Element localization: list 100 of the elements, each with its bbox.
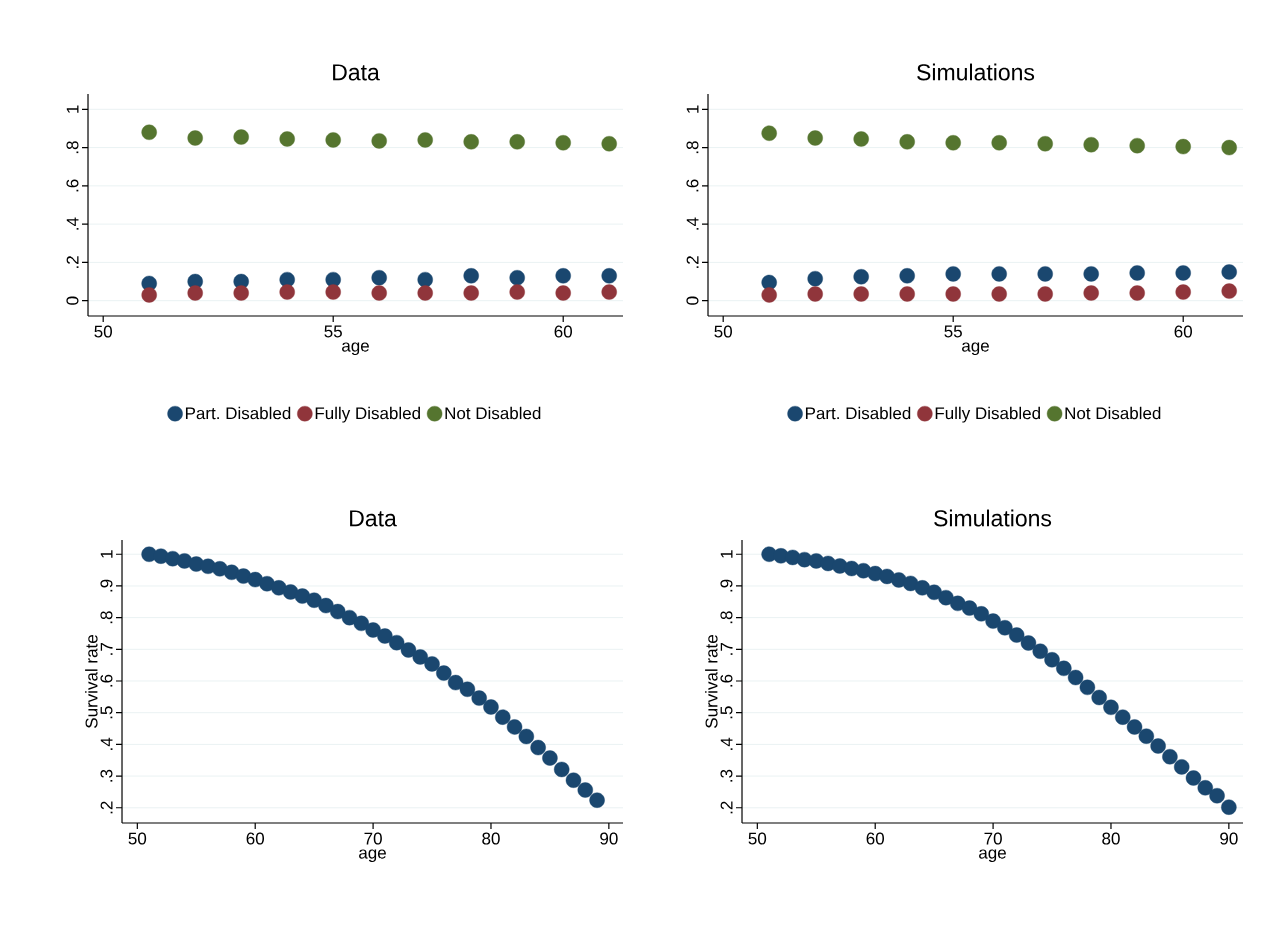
point bbox=[945, 286, 961, 302]
legend-label: Part. Disabled bbox=[805, 406, 911, 420]
point bbox=[325, 284, 341, 300]
point bbox=[377, 628, 393, 644]
point bbox=[1150, 738, 1166, 754]
y-tick-label: 1 bbox=[100, 550, 113, 558]
point bbox=[1221, 799, 1237, 815]
chart-title: Simulations bbox=[934, 509, 1052, 527]
point bbox=[518, 728, 535, 745]
point bbox=[371, 285, 387, 301]
point bbox=[1020, 635, 1037, 651]
point bbox=[899, 286, 915, 302]
point bbox=[279, 284, 295, 300]
y-tick-label: .9 bbox=[720, 579, 733, 592]
y-tick-label: .2 bbox=[720, 801, 733, 814]
point bbox=[1129, 285, 1145, 301]
point bbox=[1162, 749, 1178, 765]
point bbox=[1221, 283, 1237, 299]
point bbox=[1037, 266, 1053, 282]
point bbox=[555, 285, 571, 301]
point bbox=[509, 270, 525, 286]
point bbox=[417, 132, 433, 148]
point bbox=[565, 772, 582, 788]
point bbox=[424, 656, 440, 672]
point bbox=[1175, 138, 1191, 155]
point bbox=[1044, 652, 1060, 668]
point bbox=[554, 761, 570, 778]
x-axis-title: age bbox=[342, 342, 369, 356]
point bbox=[417, 271, 433, 288]
point bbox=[353, 615, 370, 632]
point bbox=[330, 603, 346, 620]
y-tick-label: 1 bbox=[686, 105, 699, 113]
point bbox=[997, 620, 1013, 636]
point bbox=[187, 285, 203, 301]
point bbox=[463, 268, 479, 284]
point bbox=[899, 268, 915, 284]
legend-label: Fully Disabled bbox=[315, 406, 420, 423]
point bbox=[1083, 285, 1099, 301]
y-tick-label: 1 bbox=[720, 550, 733, 558]
x-tick-label: 50 bbox=[748, 832, 767, 845]
point bbox=[961, 600, 978, 616]
point bbox=[233, 285, 249, 301]
point bbox=[1221, 139, 1237, 156]
point bbox=[1138, 728, 1155, 744]
x-tick-label: 90 bbox=[1220, 832, 1238, 845]
y-tick-label: .9 bbox=[100, 579, 113, 592]
y-tick-label: .4 bbox=[720, 737, 733, 750]
point bbox=[212, 561, 228, 577]
chart-title: Simulations bbox=[917, 63, 1035, 81]
point bbox=[555, 135, 571, 151]
point bbox=[1067, 669, 1084, 686]
x-tick-label: 80 bbox=[482, 832, 500, 845]
y-tick-label: .6 bbox=[720, 674, 733, 687]
point bbox=[577, 782, 593, 798]
y-axis-title: Survival rate bbox=[85, 635, 98, 728]
point bbox=[1126, 719, 1143, 735]
x-tick-label: 50 bbox=[714, 325, 732, 338]
x-tick-label: 60 bbox=[246, 832, 265, 845]
point bbox=[509, 134, 525, 150]
y-tick-label: .4 bbox=[100, 737, 113, 750]
point bbox=[1221, 264, 1237, 280]
legend-label: Fully Disabled bbox=[935, 406, 1040, 423]
point bbox=[1056, 660, 1072, 677]
chart-title: Data bbox=[333, 64, 380, 81]
x-tick-label: 70 bbox=[364, 832, 382, 845]
y-tick-label: .6 bbox=[66, 179, 79, 192]
point bbox=[1129, 265, 1145, 281]
point bbox=[459, 681, 476, 697]
y-tick-label: .8 bbox=[66, 141, 79, 154]
point bbox=[1175, 265, 1191, 281]
y-tick-label: 0 bbox=[66, 296, 79, 305]
y-tick-label: 0 bbox=[686, 296, 699, 305]
point bbox=[973, 606, 989, 622]
point bbox=[991, 286, 1007, 302]
point bbox=[945, 135, 961, 151]
point bbox=[271, 580, 287, 596]
legend-label: Part. Disabled bbox=[185, 406, 291, 420]
y-tick-label: .2 bbox=[100, 801, 113, 814]
legend-label: Not Disabled bbox=[445, 406, 541, 420]
point bbox=[1008, 627, 1025, 643]
x-tick-label: 60 bbox=[554, 325, 572, 338]
point bbox=[483, 699, 499, 715]
x-tick-label: 80 bbox=[1102, 832, 1120, 845]
point bbox=[318, 597, 334, 614]
x-tick-label: 60 bbox=[1174, 325, 1192, 338]
point bbox=[985, 613, 1001, 629]
point bbox=[761, 287, 777, 303]
y-tick-label: .2 bbox=[686, 256, 699, 268]
y-tick-label: .3 bbox=[100, 769, 113, 782]
point bbox=[542, 750, 558, 766]
point bbox=[463, 134, 479, 150]
y-tick-label: .6 bbox=[100, 674, 113, 687]
point bbox=[530, 739, 546, 756]
point bbox=[891, 572, 907, 588]
point bbox=[417, 285, 433, 301]
y-axis-title: Survival rate bbox=[705, 635, 718, 728]
point bbox=[761, 125, 777, 141]
point bbox=[899, 134, 915, 150]
point bbox=[447, 674, 464, 691]
point bbox=[1209, 788, 1225, 804]
